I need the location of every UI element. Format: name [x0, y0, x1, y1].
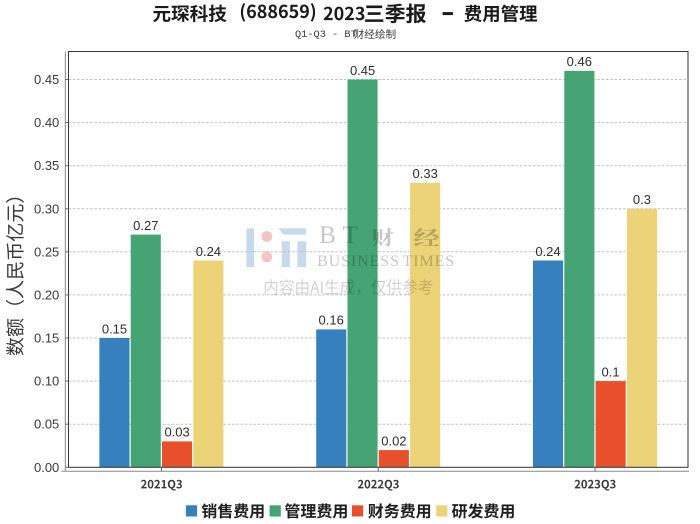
svg-text:0.25: 0.25: [34, 244, 59, 259]
svg-text:0.03: 0.03: [164, 425, 189, 440]
svg-text:0.45: 0.45: [350, 63, 375, 78]
svg-text:B: B: [319, 220, 336, 249]
svg-text:0.10: 0.10: [34, 374, 59, 389]
svg-text:0.3: 0.3: [633, 192, 651, 207]
svg-text:0.15: 0.15: [102, 321, 127, 336]
svg-text:0.45: 0.45: [34, 72, 59, 87]
svg-text:0.46: 0.46: [567, 54, 592, 69]
svg-text:0.15: 0.15: [34, 331, 59, 346]
svg-text:0.30: 0.30: [34, 201, 59, 216]
svg-text:0.05: 0.05: [34, 417, 59, 432]
svg-text:0.1: 0.1: [602, 364, 620, 379]
svg-text:0.02: 0.02: [381, 433, 406, 448]
svg-text:0.27: 0.27: [133, 218, 158, 233]
svg-text:BUSINESS: BUSINESS: [317, 253, 400, 270]
svg-text:T: T: [343, 220, 359, 249]
svg-text:0.20: 0.20: [34, 287, 59, 302]
svg-text:0.24: 0.24: [535, 244, 560, 259]
svg-text:TIMES: TIMES: [403, 253, 456, 270]
svg-text:0.35: 0.35: [34, 158, 59, 173]
svg-text:Q1-Q3 - BT: Q1-Q3 - BT: [295, 29, 357, 41]
svg-text:0.24: 0.24: [196, 244, 221, 259]
svg-text:0.00: 0.00: [34, 460, 59, 475]
svg-text:0.40: 0.40: [34, 115, 59, 130]
svg-text:0.33: 0.33: [413, 166, 438, 181]
svg-text:0.16: 0.16: [319, 313, 344, 328]
